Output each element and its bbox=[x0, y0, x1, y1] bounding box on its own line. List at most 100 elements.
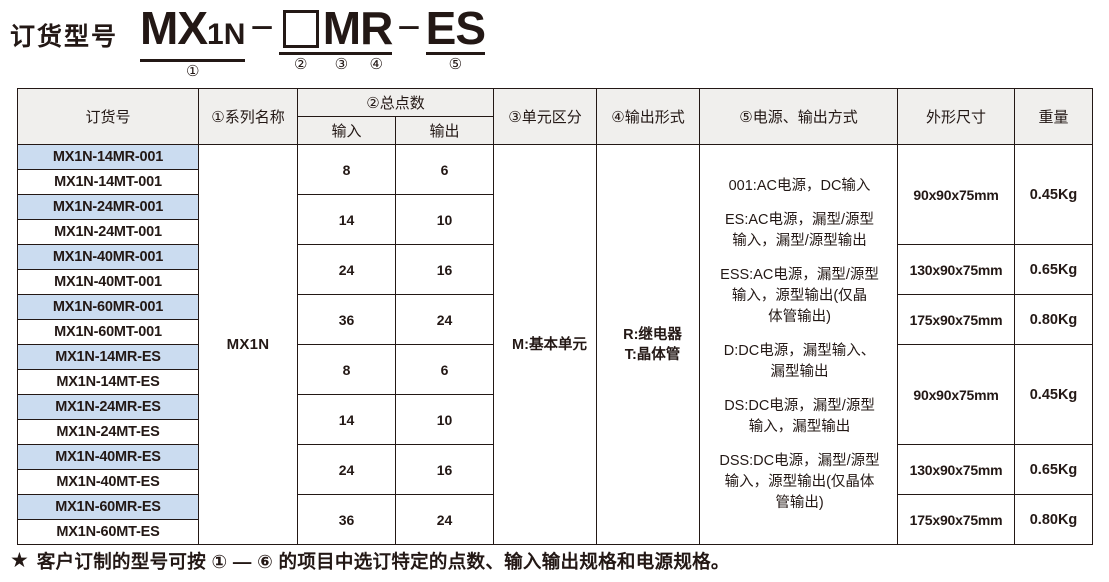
input-points-cell: 36 bbox=[297, 494, 396, 545]
spec-table-head: 订货号 ①系列名称 ②总点数 ③单元区分 ④输出形式 ⑤电源、输出方式 外形尺寸… bbox=[17, 88, 1094, 145]
model-cell[interactable]: MX1N-60MT-ES bbox=[17, 519, 199, 545]
model-cell[interactable]: MX1N-40MR-001 bbox=[17, 244, 199, 270]
model-part-4-text: R bbox=[360, 2, 393, 54]
model-cell[interactable]: MX1N-40MT-ES bbox=[17, 469, 199, 495]
output-form-cell: R:继电器 T:晶体管 bbox=[596, 144, 701, 545]
power-option-line: DSS:DC电源，漏型/源型 bbox=[719, 452, 880, 469]
table-row: MX1N-40MT-ES bbox=[17, 469, 1093, 495]
model-part-5-text: ES bbox=[425, 2, 486, 54]
dimensions-cell: 130x90x75mm bbox=[897, 244, 1016, 295]
table-row: MX1N-14MR-ES 8 6 90x90x75mm 0.45Kg bbox=[17, 344, 1094, 445]
model-cell[interactable]: MX1N-14MR-001 bbox=[17, 144, 199, 170]
input-points-cell: 24 bbox=[297, 244, 396, 295]
footer-note-text: 客户订制的型号可按 ① — ⑥ 的项目中选订特定的点数、输入输出规格和电源规格。 bbox=[36, 551, 730, 572]
model-part-5: ES ⑤ bbox=[425, 2, 486, 73]
input-points-cell: 24 bbox=[297, 444, 396, 495]
spec-table-wrapper: 订货号 ①系列名称 ②总点数 ③单元区分 ④输出形式 ⑤电源、输出方式 外形尺寸… bbox=[17, 88, 1094, 545]
series-name-cell: MX1N bbox=[198, 144, 298, 545]
weight-cell: 0.80Kg bbox=[1014, 294, 1094, 345]
model-cell[interactable]: MX1N-14MT-001 bbox=[17, 169, 199, 195]
model-part-1-text: MX1N bbox=[140, 2, 246, 54]
input-points-cell: 36 bbox=[297, 294, 396, 345]
table-row: MX1N-40MR-ES 24 16 130x90x75mm 0.65Kg bbox=[17, 444, 1094, 495]
page-title: 订货型号 bbox=[10, 23, 119, 51]
power-option: 001:AC电源，DC输入 bbox=[708, 176, 891, 197]
model-cell[interactable]: MX1N-24MT-001 bbox=[17, 219, 199, 245]
header-output: 输出 bbox=[394, 116, 495, 145]
weight-cell: 0.45Kg bbox=[1014, 144, 1094, 245]
power-option-line: 漏型输出 bbox=[770, 363, 829, 380]
model-part-2: ② bbox=[278, 2, 323, 73]
weight-cell: 0.45Kg bbox=[1014, 344, 1094, 445]
table-row: MX1N-60MR-001 36 24 175x90x75mm 0.80Kg bbox=[17, 294, 1094, 345]
output-points-cell: 6 bbox=[394, 144, 495, 195]
output-points-cell: 6 bbox=[394, 344, 495, 395]
weight-cell: 0.80Kg bbox=[1014, 494, 1094, 545]
output-points-cell: 16 bbox=[394, 444, 495, 495]
model-part-3: M ③ bbox=[322, 2, 361, 73]
header-total-points: ②总点数 bbox=[296, 88, 495, 117]
table-row: MX1N-40MT-001 bbox=[17, 269, 1093, 295]
model-part-4: R ④ bbox=[360, 2, 393, 73]
model-cell[interactable]: MX1N-40MR-ES bbox=[17, 444, 199, 470]
output-points-cell: 24 bbox=[394, 294, 495, 345]
header-row-1: 订货号 ①系列名称 ②总点数 ③单元区分 ④输出形式 ⑤电源、输出方式 外形尺寸… bbox=[17, 88, 1094, 145]
power-option-line: DS:DC电源，漏型/源型 bbox=[724, 397, 875, 414]
weight-cell: 0.65Kg bbox=[1014, 244, 1094, 295]
input-points-cell: 8 bbox=[297, 344, 396, 395]
header-dimensions: 外形尺寸 bbox=[897, 88, 1016, 145]
power-option-line: 管输出) bbox=[775, 494, 824, 511]
table-row: MX1N-14MT-ES bbox=[17, 369, 1093, 395]
model-cell[interactable]: MX1N-14MT-ES bbox=[17, 369, 199, 395]
model-cell[interactable]: MX1N-24MR-ES bbox=[17, 394, 199, 420]
power-option: DS:DC电源，漏型/源型 输入，漏型输出 bbox=[708, 396, 891, 438]
table-row: MX1N-24MR-ES 14 10 bbox=[17, 394, 1093, 445]
power-option: ESS:AC电源，漏型/源型 输入，源型输出(仅晶 体管输出) bbox=[708, 265, 891, 328]
header-series-name: ①系列名称 bbox=[198, 88, 298, 145]
model-cell[interactable]: MX1N-24MR-001 bbox=[17, 194, 199, 220]
model-code-diagram: MX1N ① − ② M ③ R ④ − ES bbox=[140, 2, 486, 80]
power-option-line: ES:AC电源，漏型/源型 bbox=[724, 211, 875, 228]
header-output-form: ④输出形式 bbox=[596, 88, 701, 145]
table-row: MX1N-40MR-001 24 16 130x90x75mm 0.65Kg bbox=[17, 244, 1094, 295]
input-points-cell: 14 bbox=[297, 394, 396, 445]
model-marker-2: ② bbox=[294, 56, 308, 73]
output-points-cell: 16 bbox=[394, 244, 495, 295]
power-option-line: 输入，源型输出(仅晶体 bbox=[724, 473, 875, 490]
model-cell[interactable]: MX1N-24MT-ES bbox=[17, 419, 199, 445]
model-marker-1: ① bbox=[185, 63, 200, 80]
star-icon: ★ bbox=[10, 549, 29, 572]
table-row: MX1N-24MR-001 14 10 bbox=[17, 194, 1093, 245]
output-points-cell: 24 bbox=[394, 494, 495, 545]
model-cell[interactable]: MX1N-40MT-001 bbox=[17, 269, 199, 295]
header-input: 输入 bbox=[297, 116, 396, 145]
output-points-cell: 10 bbox=[394, 394, 495, 445]
footer-note: ★ 客户订制的型号可按 ① — ⑥ 的项目中选订特定的点数、输入输出规格和电源规… bbox=[10, 548, 730, 574]
weight-cell: 0.65Kg bbox=[1014, 444, 1094, 495]
power-option-line: ESS:AC电源，漏型/源型 bbox=[720, 266, 879, 283]
model-part-5-rule bbox=[425, 52, 486, 55]
model-part-2-placeholder-box bbox=[282, 10, 319, 48]
dimensions-cell: 175x90x75mm bbox=[897, 494, 1016, 545]
model-cell[interactable]: MX1N-60MR-001 bbox=[17, 294, 199, 320]
model-part-2-rule bbox=[278, 52, 323, 55]
model-cell[interactable]: MX1N-60MT-001 bbox=[17, 319, 199, 345]
table-row: MX1N-60MT-001 bbox=[17, 319, 1093, 345]
power-option-line: 输入，漏型/源型输出 bbox=[732, 232, 867, 249]
model-separator-1: − bbox=[250, 6, 274, 50]
header-order-no: 订货号 bbox=[17, 88, 199, 145]
model-cell[interactable]: MX1N-60MR-ES bbox=[17, 494, 199, 520]
model-marker-5: ⑤ bbox=[448, 56, 463, 73]
table-row: MX1N-60MR-ES 36 24 175x90x75mm 0.80Kg bbox=[17, 494, 1094, 545]
table-row: MX1N-24MT-001 bbox=[17, 219, 1093, 245]
model-part-3-text: M bbox=[322, 2, 361, 54]
dimensions-cell: 90x90x75mm bbox=[897, 144, 1016, 245]
title-row: 订货型号 MX1N ① − ② M ③ R ④ bbox=[0, 0, 1109, 82]
model-cell[interactable]: MX1N-14MR-ES bbox=[17, 344, 199, 370]
dimensions-cell: 90x90x75mm bbox=[897, 344, 1016, 445]
power-output-cell: 001:AC电源，DC输入 ES:AC电源，漏型/源型 输入，漏型/源型输出 ESS:… bbox=[699, 144, 899, 545]
power-option-line: 输入，源型输出(仅晶 bbox=[731, 287, 868, 304]
model-marker-3: ③ bbox=[334, 56, 349, 73]
output-form-line: T:晶体管 bbox=[624, 346, 681, 363]
